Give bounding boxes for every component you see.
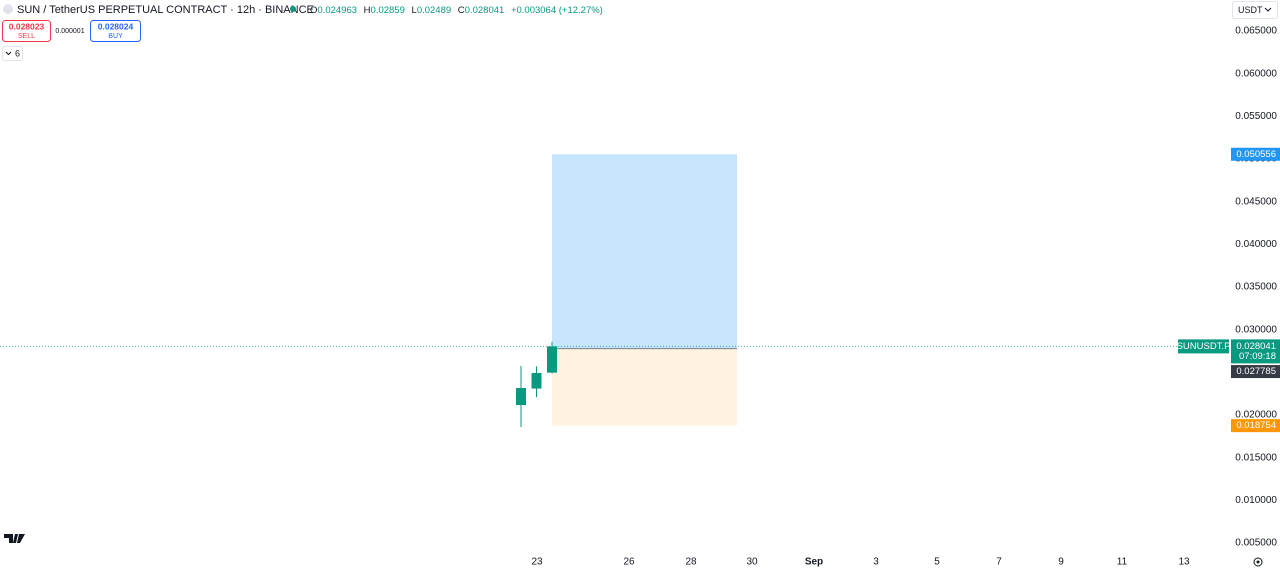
ohlc-readout: O0.024963 H0.02859 L0.02489 C0.028041 +0… bbox=[310, 5, 603, 16]
ohlc-value: 0.02489 bbox=[417, 5, 451, 16]
logo bbox=[4, 534, 25, 543]
ohlc-value: 0.02859 bbox=[371, 5, 405, 16]
x-tick-label: 26 bbox=[623, 557, 635, 568]
y-tick-label: 0.060000 bbox=[1235, 68, 1277, 79]
target-price-tag: 0.050556 bbox=[1236, 149, 1276, 160]
symbol-tag-bg bbox=[1178, 339, 1229, 354]
y-tick-label: 0.015000 bbox=[1235, 452, 1277, 463]
stop-price-tag-bg bbox=[1231, 419, 1280, 433]
y-tick-label: 0.020000 bbox=[1235, 410, 1277, 421]
change: +0.003064 (+12.27%) bbox=[511, 5, 603, 16]
x-tick-label: 30 bbox=[746, 557, 758, 568]
x-tick-label: 9 bbox=[1058, 557, 1064, 568]
x-tick-label: Sep bbox=[805, 557, 823, 568]
buy-button[interactable] bbox=[90, 20, 141, 42]
stop-price-tag: 0.018754 bbox=[1236, 420, 1276, 431]
ohlc-label: H bbox=[364, 5, 371, 16]
entry-price-tag: 0.027785 bbox=[1236, 366, 1276, 377]
sell-label: SELL bbox=[18, 33, 35, 40]
sell-price: 0.028023 bbox=[9, 21, 45, 31]
symbol-icon bbox=[3, 4, 13, 14]
chevron-icon bbox=[1264, 7, 1272, 12]
countdown: 07:09:18 bbox=[1239, 351, 1276, 362]
x-tick-label: 28 bbox=[685, 557, 697, 568]
ohlc-label: C bbox=[458, 5, 465, 16]
y-tick-label: 0.035000 bbox=[1235, 282, 1277, 293]
symbol-title[interactable]: SUN / TetherUS PERPETUAL CONTRACT · 12h … bbox=[17, 4, 314, 16]
ohlc-value: 0.028041 bbox=[465, 5, 505, 16]
currency-select[interactable] bbox=[1232, 1, 1278, 19]
stop-zone bbox=[552, 348, 737, 426]
ohlc-value: 0.024963 bbox=[317, 5, 357, 16]
ohlc-label: L bbox=[412, 5, 417, 16]
settings-icon-center bbox=[1256, 560, 1260, 564]
last-price: 0.028041 bbox=[1236, 341, 1276, 352]
indicator-toggle[interactable] bbox=[2, 46, 23, 61]
settings-icon[interactable] bbox=[1253, 557, 1263, 567]
target-price-tag-bg bbox=[1231, 147, 1280, 161]
buy-label: BUY bbox=[108, 33, 123, 40]
chevron-icon bbox=[5, 51, 12, 56]
x-tick-label: 5 bbox=[934, 557, 940, 568]
entry-price-tag-bg bbox=[1231, 365, 1280, 379]
y-tick-label: 0.010000 bbox=[1235, 495, 1277, 506]
status-dot bbox=[290, 6, 296, 12]
candle-body bbox=[516, 388, 526, 406]
symbol-tag: SUNUSDT.P bbox=[1177, 341, 1231, 352]
currency: USDT bbox=[1238, 5, 1263, 15]
y-tick-label: 0.055000 bbox=[1235, 111, 1277, 122]
y-tick-label: 0.040000 bbox=[1235, 239, 1277, 250]
x-tick-label: 23 bbox=[531, 557, 543, 568]
y-tick-label: 0.045000 bbox=[1235, 196, 1277, 207]
spread: 0.000001 bbox=[55, 28, 84, 35]
x-tick-label: 3 bbox=[873, 557, 879, 568]
ohlc-label: O bbox=[310, 5, 317, 16]
target-zone bbox=[552, 154, 737, 349]
candle-body bbox=[547, 346, 557, 373]
y-tick-label: 0.030000 bbox=[1235, 324, 1277, 335]
y-tick-label: 0.065000 bbox=[1235, 26, 1277, 37]
x-tick-label: 13 bbox=[1178, 557, 1190, 568]
x-tick-label: 7 bbox=[996, 557, 1002, 568]
y-tick-label: 0.005000 bbox=[1235, 538, 1277, 549]
x-tick-label: 11 bbox=[1117, 557, 1128, 568]
last-price-bg bbox=[1231, 339, 1280, 364]
sell-button[interactable] bbox=[2, 20, 51, 42]
buy-price: 0.028024 bbox=[98, 21, 134, 31]
candle-body bbox=[531, 373, 542, 389]
indicator-count: 6 bbox=[15, 48, 20, 58]
